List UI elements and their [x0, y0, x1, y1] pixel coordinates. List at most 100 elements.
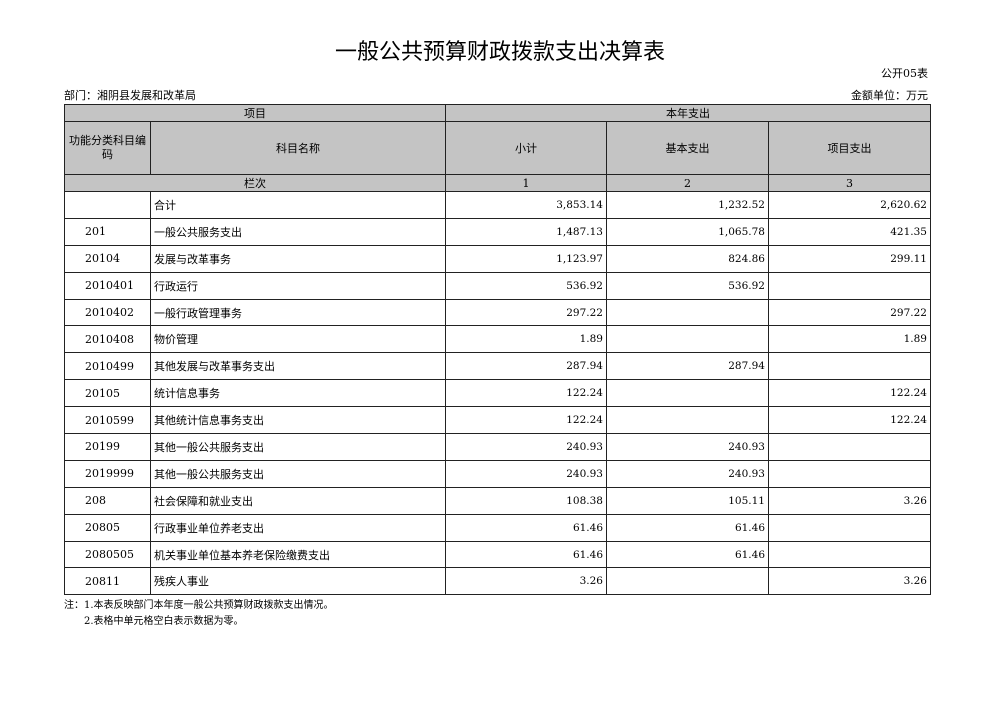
- cell-code: 2010408: [64, 325, 151, 354]
- header-column-index: 栏次: [64, 174, 446, 192]
- cell-code: 20805: [64, 513, 151, 542]
- header-col2: 2: [606, 174, 769, 192]
- cell-code: 20104: [64, 244, 151, 273]
- table-row: 2019999 其他一般公共服务支出 240.93 240.93: [64, 459, 931, 488]
- cell-program: 1.89: [768, 325, 931, 354]
- cell-name: 其他一般公共服务支出: [150, 459, 446, 488]
- cell-subtotal: 3.26: [445, 567, 607, 596]
- cell-subtotal: 122.24: [445, 406, 607, 435]
- cell-basic: 824.86: [606, 244, 769, 273]
- cell-program: 299.11: [768, 244, 931, 273]
- cell-code: 2019999: [64, 459, 151, 488]
- unit-label: 金额单位：万元: [851, 89, 928, 102]
- cell-name: 一般公共服务支出: [150, 217, 446, 246]
- header-project: 项目: [64, 104, 446, 122]
- form-number: 公开05表: [881, 67, 928, 80]
- cell-program: [768, 271, 931, 300]
- cell-basic: [606, 379, 769, 408]
- cell-program: [768, 459, 931, 488]
- cell-basic: 61.46: [606, 513, 769, 542]
- cell-code: 2010499: [64, 352, 151, 381]
- table-row: 20805 行政事业单位养老支出 61.46 61.46: [64, 513, 931, 542]
- cell-program: 3.26: [768, 567, 931, 596]
- cell-subtotal: 1,487.13: [445, 217, 607, 246]
- cell-subtotal: 1,123.97: [445, 244, 607, 273]
- cell-name: 一般行政管理事务: [150, 298, 446, 327]
- note-1: 注：1.本表反映部门本年度一般公共预算财政拨款支出情况。: [64, 600, 334, 611]
- header-basic: 基本支出: [606, 121, 769, 175]
- cell-code: 20105: [64, 379, 151, 408]
- cell-code: 208: [64, 486, 151, 515]
- cell-subtotal: 536.92: [445, 271, 607, 300]
- table-row: 2010402 一般行政管理事务 297.22 297.22: [64, 298, 931, 327]
- header-program: 项目支出: [768, 121, 931, 175]
- cell-program: [768, 540, 931, 569]
- cell-name: 行政运行: [150, 271, 446, 300]
- cell-subtotal: 122.24: [445, 379, 607, 408]
- table-row: 2010499 其他发展与改革事务支出 287.94 287.94: [64, 352, 931, 381]
- cell-program: 122.24: [768, 406, 931, 435]
- table-row: 2010401 行政运行 536.92 536.92: [64, 271, 931, 300]
- header-col1: 1: [445, 174, 607, 192]
- cell-program: [768, 513, 931, 542]
- cell-name: 行政事业单位养老支出: [150, 513, 446, 542]
- cell-name: 合计: [150, 191, 446, 219]
- cell-name: 其他一般公共服务支出: [150, 433, 446, 461]
- cell-name: 机关事业单位基本养老保险缴费支出: [150, 540, 446, 569]
- table-row: 2010599 其他统计信息事务支出 122.24 122.24: [64, 406, 931, 435]
- cell-code: 20199: [64, 433, 151, 461]
- cell-program: 122.24: [768, 379, 931, 408]
- table-row: 2010408 物价管理 1.89 1.89: [64, 325, 931, 354]
- cell-subtotal: 240.93: [445, 433, 607, 461]
- header-code: 功能分类科目编码: [64, 121, 151, 175]
- cell-program: [768, 352, 931, 381]
- cell-code: 201: [64, 217, 151, 246]
- cell-subtotal: 61.46: [445, 513, 607, 542]
- cell-subtotal: 287.94: [445, 352, 607, 381]
- cell-basic: [606, 298, 769, 327]
- cell-program: 421.35: [768, 217, 931, 246]
- cell-subtotal: 240.93: [445, 459, 607, 488]
- table-row: 208 社会保障和就业支出 108.38 105.11 3.26: [64, 486, 931, 515]
- cell-basic: 61.46: [606, 540, 769, 569]
- table-row: 20105 统计信息事务 122.24 122.24: [64, 379, 931, 408]
- department-label: 部门：湘阴县发展和改革局: [64, 89, 196, 102]
- header-current-year: 本年支出: [445, 104, 931, 122]
- cell-basic: [606, 325, 769, 354]
- cell-subtotal: 3,853.14: [445, 191, 607, 219]
- expenditure-table: 项目 本年支出 功能分类科目编码 科目名称 小计 基本支出 项目支出 栏次 1 …: [64, 104, 931, 596]
- header-name: 科目名称: [150, 121, 446, 175]
- notes: 注：1.本表反映部门本年度一般公共预算财政拨款支出情况。 2.表格中单元格空白表…: [64, 598, 334, 630]
- table-row: 2080505 机关事业单位基本养老保险缴费支出 61.46 61.46: [64, 540, 931, 569]
- cell-code: 2010599: [64, 406, 151, 435]
- cell-subtotal: 61.46: [445, 540, 607, 569]
- table-row: 20199 其他一般公共服务支出 240.93 240.93: [64, 433, 931, 461]
- page-title: 一般公共预算财政拨款支出决算表: [334, 40, 665, 65]
- cell-name: 发展与改革事务: [150, 244, 446, 273]
- cell-basic: 1,232.52: [606, 191, 769, 219]
- header-col3: 3: [768, 174, 931, 192]
- cell-name: 其他发展与改革事务支出: [150, 352, 446, 381]
- cell-name: 统计信息事务: [150, 379, 446, 408]
- cell-program: 2,620.62: [768, 191, 931, 219]
- table-row: 20104 发展与改革事务 1,123.97 824.86 299.11: [64, 244, 931, 273]
- header-subtotal: 小计: [445, 121, 607, 175]
- cell-program: [768, 433, 931, 461]
- cell-subtotal: 1.89: [445, 325, 607, 354]
- cell-name: 社会保障和就业支出: [150, 486, 446, 515]
- cell-basic: 240.93: [606, 459, 769, 488]
- table-row: 201 一般公共服务支出 1,487.13 1,065.78 421.35: [64, 217, 931, 246]
- cell-basic: [606, 406, 769, 435]
- cell-basic: [606, 567, 769, 596]
- cell-program: 3.26: [768, 486, 931, 515]
- cell-code: 2080505: [64, 540, 151, 569]
- cell-code: 20811: [64, 567, 151, 596]
- cell-code: 2010402: [64, 298, 151, 327]
- cell-basic: 1,065.78: [606, 217, 769, 246]
- cell-subtotal: 297.22: [445, 298, 607, 327]
- cell-program: 297.22: [768, 298, 931, 327]
- table-row: 20811 残疾人事业 3.26 3.26: [64, 567, 931, 596]
- cell-subtotal: 108.38: [445, 486, 607, 515]
- cell-code: [64, 191, 151, 219]
- cell-basic: 536.92: [606, 271, 769, 300]
